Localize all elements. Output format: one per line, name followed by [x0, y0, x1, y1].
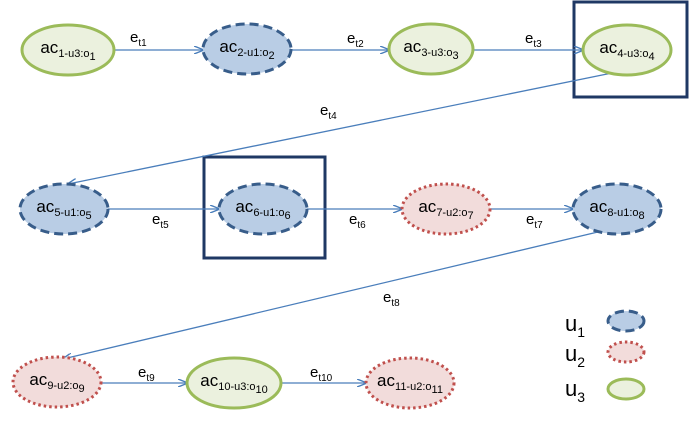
node-ac5: ac5-u1:o5 [18, 182, 110, 236]
node-ellipse-u3 [387, 22, 475, 76]
edge-label-t7: et7 [526, 211, 543, 231]
edge-label-t3: et3 [525, 30, 542, 50]
node-ellipse-u3 [20, 23, 116, 77]
node-label: ac4-u3:o4 [599, 38, 654, 63]
nodes: ac1-u3:o1 ac2-u1:o2 ac3-u3:o3 ac4-u3:o4 ac5-… [11, 22, 673, 410]
node-label: ac2-u1:o2 [219, 37, 274, 62]
legend-label: u1 [565, 311, 585, 340]
legend-label: u2 [565, 341, 585, 370]
node-label: ac5-u1:o5 [36, 197, 91, 222]
edge-ac8-ac9 [63, 230, 603, 359]
legend-swatch-u2 [606, 340, 646, 364]
node-label: ac7-u2:o7 [418, 197, 473, 222]
node-label: ac9-u2:o9 [29, 370, 84, 395]
edge-label-t2: et2 [347, 30, 364, 50]
node-ac3: ac3-u3:o3 [387, 22, 475, 76]
node-label: ac8-u1:o8 [589, 197, 644, 222]
node-ellipse-u2 [364, 356, 456, 410]
node-label: ac10-u3:o10 [200, 371, 268, 396]
node-ellipse-u1 [201, 22, 293, 76]
node-label: ac3-u3:o3 [403, 37, 458, 62]
node-ellipse-u3 [581, 23, 673, 77]
node-ac6: ac6-u1:o6 [217, 182, 309, 236]
node-ellipse-u1 [217, 182, 309, 236]
edge-label-t5: et5 [152, 211, 169, 231]
highlight-box-ac6 [202, 155, 327, 260]
node-label: ac6-u1:o6 [235, 197, 290, 222]
node-ac2: ac2-u1:o2 [201, 22, 293, 76]
node-ac7: ac7-u2:o7 [400, 182, 492, 236]
edge-ac4-ac5 [68, 72, 613, 184]
legend-item-u2: u2 [565, 340, 646, 370]
edge-label-t6: et6 [349, 211, 366, 231]
node-ac4: ac4-u3:o4 [581, 23, 673, 77]
node-ellipse-u1 [18, 182, 110, 236]
node-ellipse-u2 [400, 182, 492, 236]
edges: et1 et2 et3 et4 et5 et6 et7 et8 et9 et10 [63, 29, 613, 384]
node-ac11: ac11-u2:o11 [364, 356, 456, 410]
edge-label-t4: et4 [320, 102, 337, 122]
node-label: ac11-u2:o11 [377, 371, 443, 396]
node-ac8: ac8-u1:o8 [571, 182, 663, 236]
node-ellipse-u1 [571, 182, 663, 236]
legend-item-u1: u1 [565, 309, 646, 340]
edge-label-t1: et1 [130, 29, 147, 49]
node-ac10: ac10-u3:o10 [185, 356, 283, 410]
node-ac9: ac9-u2:o9 [11, 355, 103, 409]
edge-label-t8: et8 [383, 289, 400, 309]
node-label: ac1-u3:o1 [40, 38, 95, 63]
legend-swatch-u3 [606, 377, 646, 401]
node-ellipse-u2 [11, 355, 103, 409]
legend-swatch-u1 [606, 309, 646, 333]
node-ellipse-u3 [185, 356, 283, 410]
legend-item-u3: u3 [565, 376, 646, 405]
edge-label-t9: et9 [138, 364, 155, 384]
edge-label-t10: et10 [310, 364, 333, 384]
node-ac1: ac1-u3:o1 [20, 23, 116, 77]
legend-label: u3 [565, 376, 585, 405]
